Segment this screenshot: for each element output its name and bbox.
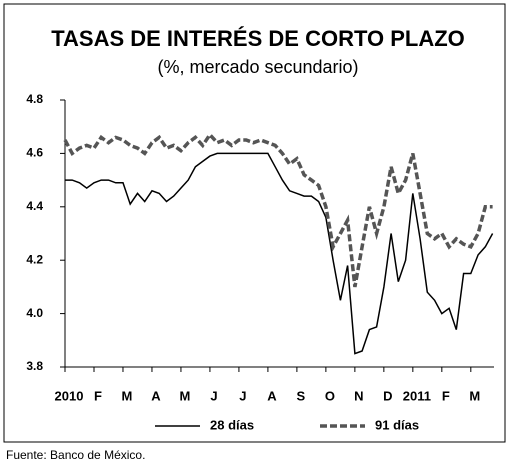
x-tick-label: S xyxy=(297,388,306,403)
y-tick-label: 4.8 xyxy=(26,92,43,106)
x-tick-label: O xyxy=(325,388,335,403)
y-tick-label: 3.8 xyxy=(26,359,43,373)
x-tick-label: N xyxy=(354,388,363,403)
y-tick-label: 4.6 xyxy=(26,146,43,160)
x-tick-label: 2010 xyxy=(55,388,84,403)
y-tick-label: 4.4 xyxy=(26,199,43,213)
x-tick-label: D xyxy=(383,388,392,403)
x-tick-label: J xyxy=(239,388,246,403)
source-note: Fuente: Banco de México. xyxy=(6,448,145,462)
chart-frame xyxy=(3,3,506,443)
x-tick-label: F xyxy=(442,388,450,403)
x-tick-label: J xyxy=(210,388,217,403)
legend-label: 91 días xyxy=(375,417,419,432)
x-tick-label: A xyxy=(151,388,161,403)
x-tick-label: M xyxy=(122,388,133,403)
x-tick-label: M xyxy=(180,388,191,403)
y-tick-label: 4.0 xyxy=(26,306,43,320)
x-tick-label: A xyxy=(267,388,277,403)
x-tick-label: F xyxy=(94,388,102,403)
chart-title: TASAS DE INTERÉS DE CORTO PLAZO xyxy=(51,26,465,51)
legend-label: 28 días xyxy=(210,417,254,432)
series-line xyxy=(65,152,494,355)
x-tick-label: M xyxy=(469,388,480,403)
x-tick-label: 2011 xyxy=(403,388,431,403)
chart-subtitle: (%, mercado secundario) xyxy=(157,57,358,77)
series-line xyxy=(63,131,493,288)
y-tick-label: 4.2 xyxy=(26,252,43,266)
